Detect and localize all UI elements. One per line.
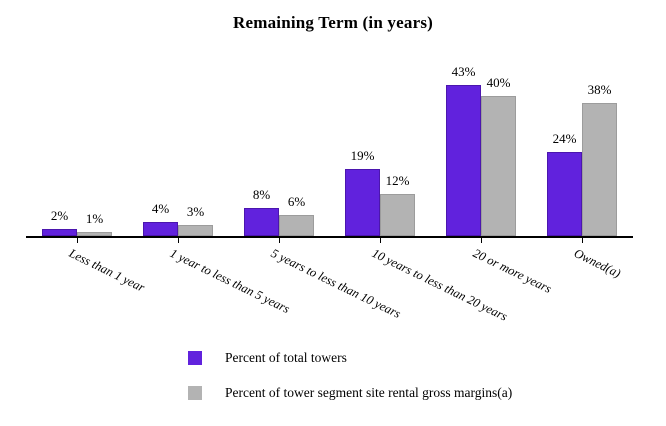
- bar-series2: [481, 96, 516, 236]
- bar-value-label: 24%: [552, 131, 577, 146]
- category-label: Less than 1 year: [66, 246, 147, 295]
- bar-value-label: 38%: [587, 82, 612, 97]
- legend-swatch-gross-margins: [188, 386, 202, 400]
- bar-series2: [178, 225, 213, 236]
- bar-series1: [244, 208, 279, 236]
- bar-value-label: 12%: [385, 173, 410, 188]
- bar-value-label: 4%: [151, 201, 170, 216]
- bar-value-label: 40%: [486, 75, 511, 90]
- bar-value-label: 3%: [186, 204, 205, 219]
- legend-label-gross-margins: Percent of tower segment site rental gro…: [225, 385, 513, 400]
- bar-value-label: 8%: [252, 187, 271, 202]
- bar-value-label: 6%: [287, 194, 306, 209]
- bar-series1: [446, 85, 481, 236]
- x-axis-tick: [178, 238, 179, 243]
- x-axis-tick: [380, 238, 381, 243]
- bar-series1: [143, 222, 178, 236]
- x-axis-tick: [582, 238, 583, 243]
- bar-series1: [42, 229, 77, 236]
- x-axis-tick: [481, 238, 482, 243]
- category-label: 20 or more years: [470, 246, 554, 296]
- x-axis-tick: [279, 238, 280, 243]
- bar-series2: [279, 215, 314, 236]
- bar-series1: [547, 152, 582, 236]
- bar-value-label: 2%: [50, 208, 69, 223]
- x-axis-tick: [77, 238, 78, 243]
- bar-value-label: 19%: [350, 148, 375, 163]
- plot-area: Less than 1 year 2% 1% 1 year to less than …: [26, 64, 633, 324]
- legend-swatch-total-towers: [188, 351, 202, 365]
- bar-value-label: 43%: [451, 64, 476, 79]
- x-axis-line: [26, 236, 633, 238]
- bar-series2: [380, 194, 415, 236]
- bar-series2: [582, 103, 617, 236]
- chart-title: Remaining Term (in years): [232, 13, 434, 32]
- legend-label-total-towers: Percent of total towers: [225, 350, 347, 365]
- bar-series1: [345, 169, 380, 236]
- bar-series2: [77, 232, 112, 236]
- bar-value-label: 1%: [85, 211, 104, 226]
- category-label: Owned(a): [571, 246, 623, 281]
